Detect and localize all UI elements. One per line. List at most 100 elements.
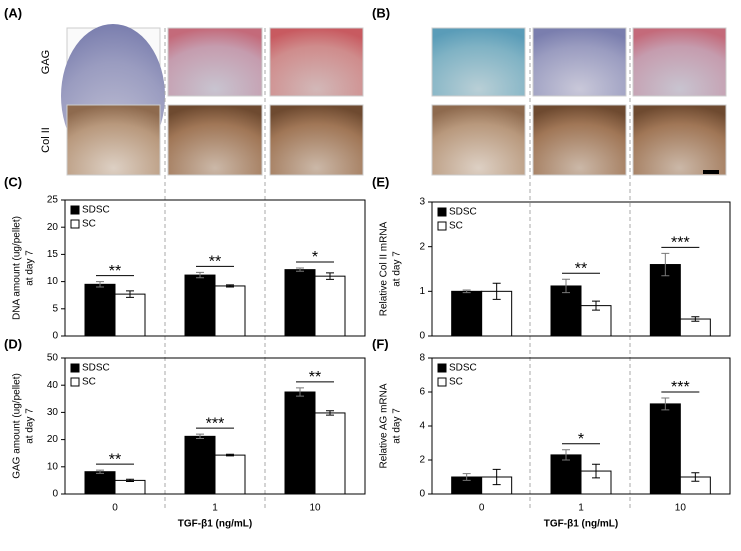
error-bar [661,252,670,277]
scale-bar [703,170,719,174]
y-tick-label: 0 [52,331,58,342]
bar [184,435,216,495]
y-tick-label: 6 [419,387,425,398]
significance-label: * [578,431,584,448]
error-bar [226,284,234,288]
legend-label: SC [82,219,96,230]
error-bar [296,267,304,272]
significance-label: *** [206,415,225,432]
y-axis-label: Relative Col II mRNA [379,221,390,316]
x-tick-label: 10 [675,503,687,514]
x-axis-label: TGF-β1 (ng/mL) [544,519,618,530]
panel-label: (C) [4,174,22,189]
y-tick-label: 2 [419,455,425,466]
legend-swatch [70,219,80,229]
bar [550,285,582,337]
x-axis-label: TGF-β1 (ng/mL) [178,519,252,530]
y-tick-label: 0 [419,489,425,500]
significance-label: *** [671,379,690,396]
legend-label: SDSC [82,205,110,216]
y-tick-label: 20 [47,434,59,445]
bar [214,454,246,495]
significance-label: *** [671,235,690,252]
bar [114,479,146,495]
bar [451,290,483,337]
y-tick-label: 20 [47,222,59,233]
error-bar [492,282,501,300]
tissue [167,104,263,176]
y-tick-label: 5 [52,303,58,314]
y-tick-label: 30 [47,407,59,418]
significance-label: ** [309,369,321,386]
bar [314,412,346,495]
legend-label: SC [449,221,463,232]
error-bar [562,449,570,461]
legend-swatch [437,377,447,387]
y-axis-label: Relative AG mRNA [379,383,390,468]
tissue [431,27,526,97]
y-axis-label: GAG amount (ug/pellet) [12,373,23,479]
error-bar [96,469,104,474]
panel-label: (A) [4,5,22,20]
tissue [532,104,627,176]
bar [284,269,316,337]
x-tick-label: 0 [112,503,118,514]
error-bar [326,410,334,416]
y-tick-label: 25 [47,195,59,206]
error-bar [196,271,204,279]
tissue [532,27,627,97]
y-tick-label: 40 [47,380,59,391]
error-bar [691,316,700,322]
legend-label: SC [82,377,96,388]
y-tick-label: 4 [419,421,425,432]
y-tick-label: 2 [419,241,425,252]
tissue [167,27,263,97]
error-bar [462,289,471,294]
tissue [66,104,161,176]
panel-label: (F) [372,336,389,351]
bar [214,285,246,337]
error-bar [126,478,134,482]
error-bar [462,473,471,481]
y-axis-label: at day 7 [25,250,36,286]
error-bar [691,472,700,482]
y-axis-label: at day 7 [392,408,403,444]
y-tick-label: 10 [47,461,59,472]
legend-label: SDSC [449,363,477,374]
x-tick-label: 1 [212,503,218,514]
significance-label: ** [575,260,587,277]
bar [649,264,681,337]
legend-label: SDSC [82,363,110,374]
y-tick-label: 8 [419,353,425,364]
bar [84,283,116,337]
legend-swatch [70,363,80,373]
y-tick-label: 50 [47,353,59,364]
row-label: GAG [40,50,52,74]
bar [184,274,216,337]
y-tick-label: 1 [419,286,425,297]
y-tick-label: 3 [419,197,425,208]
significance-label: ** [109,263,121,280]
error-bar [126,290,134,298]
y-axis-label: DNA amount (ug/pellet) [12,216,23,320]
panel-label: (E) [372,174,389,189]
bar [649,403,681,495]
error-bar [592,463,600,479]
legend-label: SC [449,377,463,388]
y-tick-label: 0 [52,489,58,500]
bar [314,275,346,337]
significance-label: ** [209,254,221,271]
tissue [632,27,727,97]
error-bar [492,468,501,486]
tissue [632,104,727,176]
legend-swatch [70,205,80,215]
bar [284,391,316,495]
x-tick-label: 1 [578,503,584,514]
legend-swatch [70,377,80,387]
tissue [269,104,364,176]
tissue [269,27,364,97]
tissue [431,104,526,176]
error-bar [592,300,600,311]
y-axis-label: at day 7 [392,251,403,287]
